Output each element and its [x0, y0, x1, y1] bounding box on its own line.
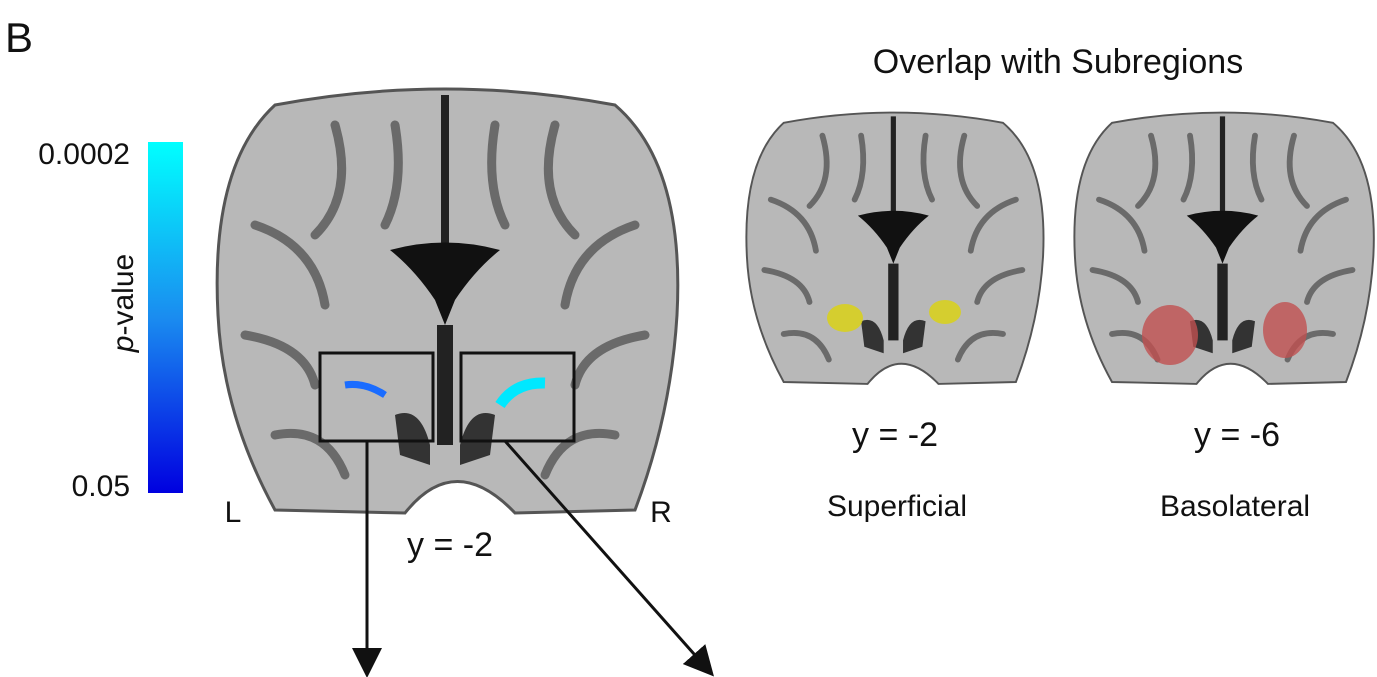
- right-label: R: [650, 496, 672, 529]
- colorbar-top-label: 0.0002: [38, 138, 130, 171]
- subregion-brain: [1074, 113, 1373, 384]
- overlay: [929, 300, 961, 324]
- overlay: [827, 304, 863, 332]
- colorbar-bottom-label: 0.05: [72, 470, 130, 503]
- overlay: [1263, 302, 1307, 358]
- main-brain: [217, 89, 678, 513]
- left-label: L: [225, 496, 242, 529]
- overlay: [1142, 305, 1198, 365]
- colorbar-label-rest: -value: [107, 254, 140, 336]
- main-coordinate: y = -2: [407, 526, 493, 564]
- colorbar-label: p-value: [107, 254, 140, 353]
- panel-label: B: [5, 14, 33, 61]
- figure: B 0.0002 0.05 p-value L R y = -2 Overlap…: [0, 0, 1377, 677]
- subregions-title: Overlap with Subregions: [873, 43, 1243, 81]
- subregion-brain: [746, 113, 1043, 384]
- colorbar: [148, 142, 183, 493]
- subregion-label: Basolateral: [1160, 490, 1310, 523]
- colorbar-label-italic: p: [107, 336, 140, 354]
- subregion-coordinate: y = -6: [1194, 416, 1280, 454]
- subregion-coordinate: y = -2: [852, 416, 938, 454]
- subregion-label: Superficial: [827, 490, 967, 523]
